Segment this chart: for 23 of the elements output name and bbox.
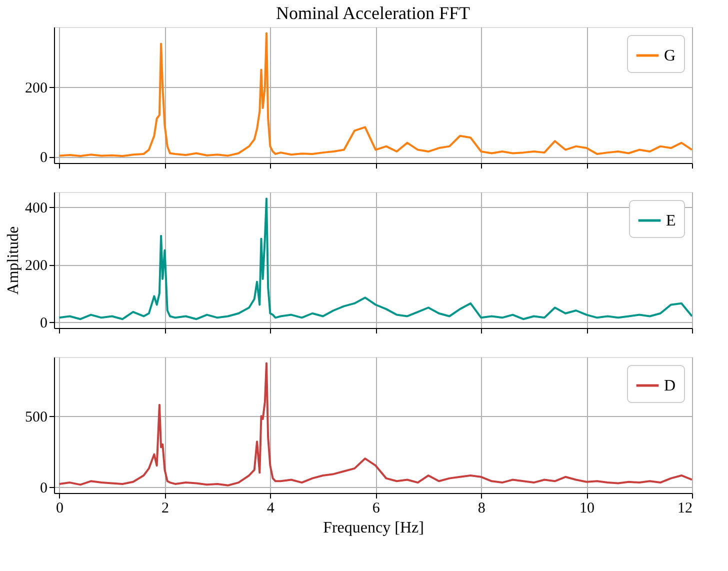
y-tick-label: 0 — [40, 315, 48, 332]
line-series — [58, 198, 692, 320]
legend-label: E — [666, 212, 676, 230]
x-tick-label: 2 — [161, 500, 169, 516]
y-tick-label: 0 — [40, 150, 48, 166]
y-tick-label: 500 — [25, 410, 48, 426]
y-tick-label: 400 — [25, 200, 48, 217]
x-tick-label: 8 — [478, 500, 486, 516]
x-tick-label: 0 — [56, 500, 64, 516]
x-tick-label: 6 — [372, 500, 380, 516]
y-tick-label: 200 — [25, 80, 48, 97]
legend-label: D — [664, 378, 676, 394]
x-tick-label: 4 — [266, 500, 275, 516]
line-series — [58, 32, 692, 158]
x-tick-label: 12 — [678, 500, 692, 516]
y-tick-label: 200 — [25, 258, 48, 274]
y-tick-label: 0 — [40, 480, 48, 496]
chart-title: Nominal Acceleration FFT — [276, 3, 470, 23]
legend-label: G — [664, 48, 676, 64]
x-axis-title: Frequency [Hz] — [323, 520, 424, 536]
x-tick-label: 10 — [580, 500, 595, 516]
y-axis-title: Amplitude — [5, 226, 22, 295]
line-series — [58, 362, 692, 486]
